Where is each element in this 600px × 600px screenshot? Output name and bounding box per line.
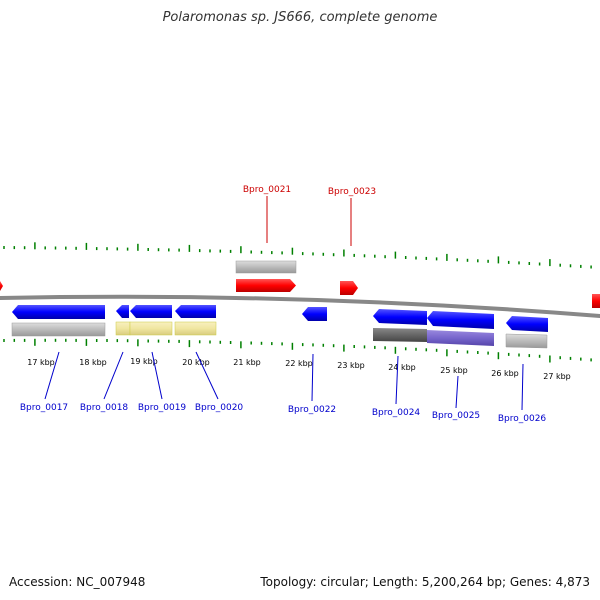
gene-label-bpro-0018[interactable]: Bpro_0018 [80,403,129,413]
feature-yellow-bar [174,321,217,336]
bottom-tick-marks [3,338,592,363]
kbp-label: 17 kbp [27,358,55,367]
gene-label-bpro-0022[interactable]: Bpro_0022 [288,405,336,415]
callout-line [44,351,60,400]
feature-yellow-bar [115,321,131,336]
callout-line [455,375,459,409]
gene-arrow-bpro-0021[interactable] [236,279,296,292]
top-tick-marks [3,242,592,269]
callout-line [195,351,219,400]
kbp-labels: 17 kbp 18 kbp 19 kbp 20 kbp 21 kbp 22 kb… [27,357,571,381]
gene-label-bpro-0020[interactable]: Bpro_0020 [195,403,244,413]
top-gene-callouts: Bpro_0021 Bpro_0023 [243,185,376,246]
gene-label-bpro-0021[interactable]: Bpro_0021 [243,185,291,195]
gene-label-bpro-0023[interactable]: Bpro_0023 [328,187,376,197]
kbp-label: 21 kbp [233,358,261,367]
gene-arrow-edge-right[interactable] [592,294,600,308]
gene-arrow-bpro-0025[interactable] [427,311,494,329]
callout-line [521,363,524,411]
feature-grey-bar [11,322,106,337]
kbp-label: 20 kbp [182,358,210,367]
kbp-label: 19 kbp [130,357,158,366]
kbp-label: 27 kbp [543,372,571,381]
genome-summary-text: Topology: circular; Length: 5,200,264 bp… [260,575,590,589]
gene-label-bpro-0024[interactable]: Bpro_0024 [372,408,421,418]
gene-arrow-bpro-0022[interactable] [302,307,327,321]
feature-grey-bar [505,333,548,349]
genome-backbone [0,294,600,318]
gene-arrow-bpro-0017[interactable] [12,305,105,319]
forward-features [0,260,600,308]
kbp-label: 23 kbp [337,361,365,370]
gene-arrow-bpro-0019[interactable] [130,305,172,318]
gene-label-bpro-0026[interactable]: Bpro_0026 [498,414,547,424]
callout-line [151,351,163,400]
gene-arrow-bpro-0018[interactable] [116,305,129,318]
accession-text: Accession: NC_007948 [9,575,146,589]
gene-arrow-bpro-0020[interactable] [175,305,216,318]
feature-yellow-bar [129,321,173,336]
genome-title: Polaromonas sp. JS666, complete genome [162,10,438,25]
gene-arrow-bpro-0023[interactable] [340,281,358,295]
feature-grey-bar [235,260,297,274]
callout-line [311,353,314,402]
kbp-label: 26 kbp [491,369,519,378]
gene-label-bpro-0017[interactable]: Bpro_0017 [20,403,68,413]
callout-line [395,355,399,405]
callout-line [103,351,124,400]
feature-dark-bar [373,328,427,342]
kbp-label: 18 kbp [79,358,107,367]
reverse-features [11,305,548,349]
gene-label-bpro-0025[interactable]: Bpro_0025 [432,411,480,421]
gene-label-bpro-0019[interactable]: Bpro_0019 [138,403,187,413]
kbp-label: 24 kbp [388,363,416,372]
kbp-label: 25 kbp [440,366,468,375]
gene-arrow-edge-left[interactable] [0,281,3,291]
gene-arrow-bpro-0026[interactable] [506,316,548,332]
bottom-gene-callouts: Bpro_0017 Bpro_0018 Bpro_0019 Bpro_0020 … [20,351,547,424]
kbp-label: 22 kbp [285,359,313,368]
feature-purple-bar [427,330,494,346]
gene-arrow-bpro-0024[interactable] [373,309,427,325]
